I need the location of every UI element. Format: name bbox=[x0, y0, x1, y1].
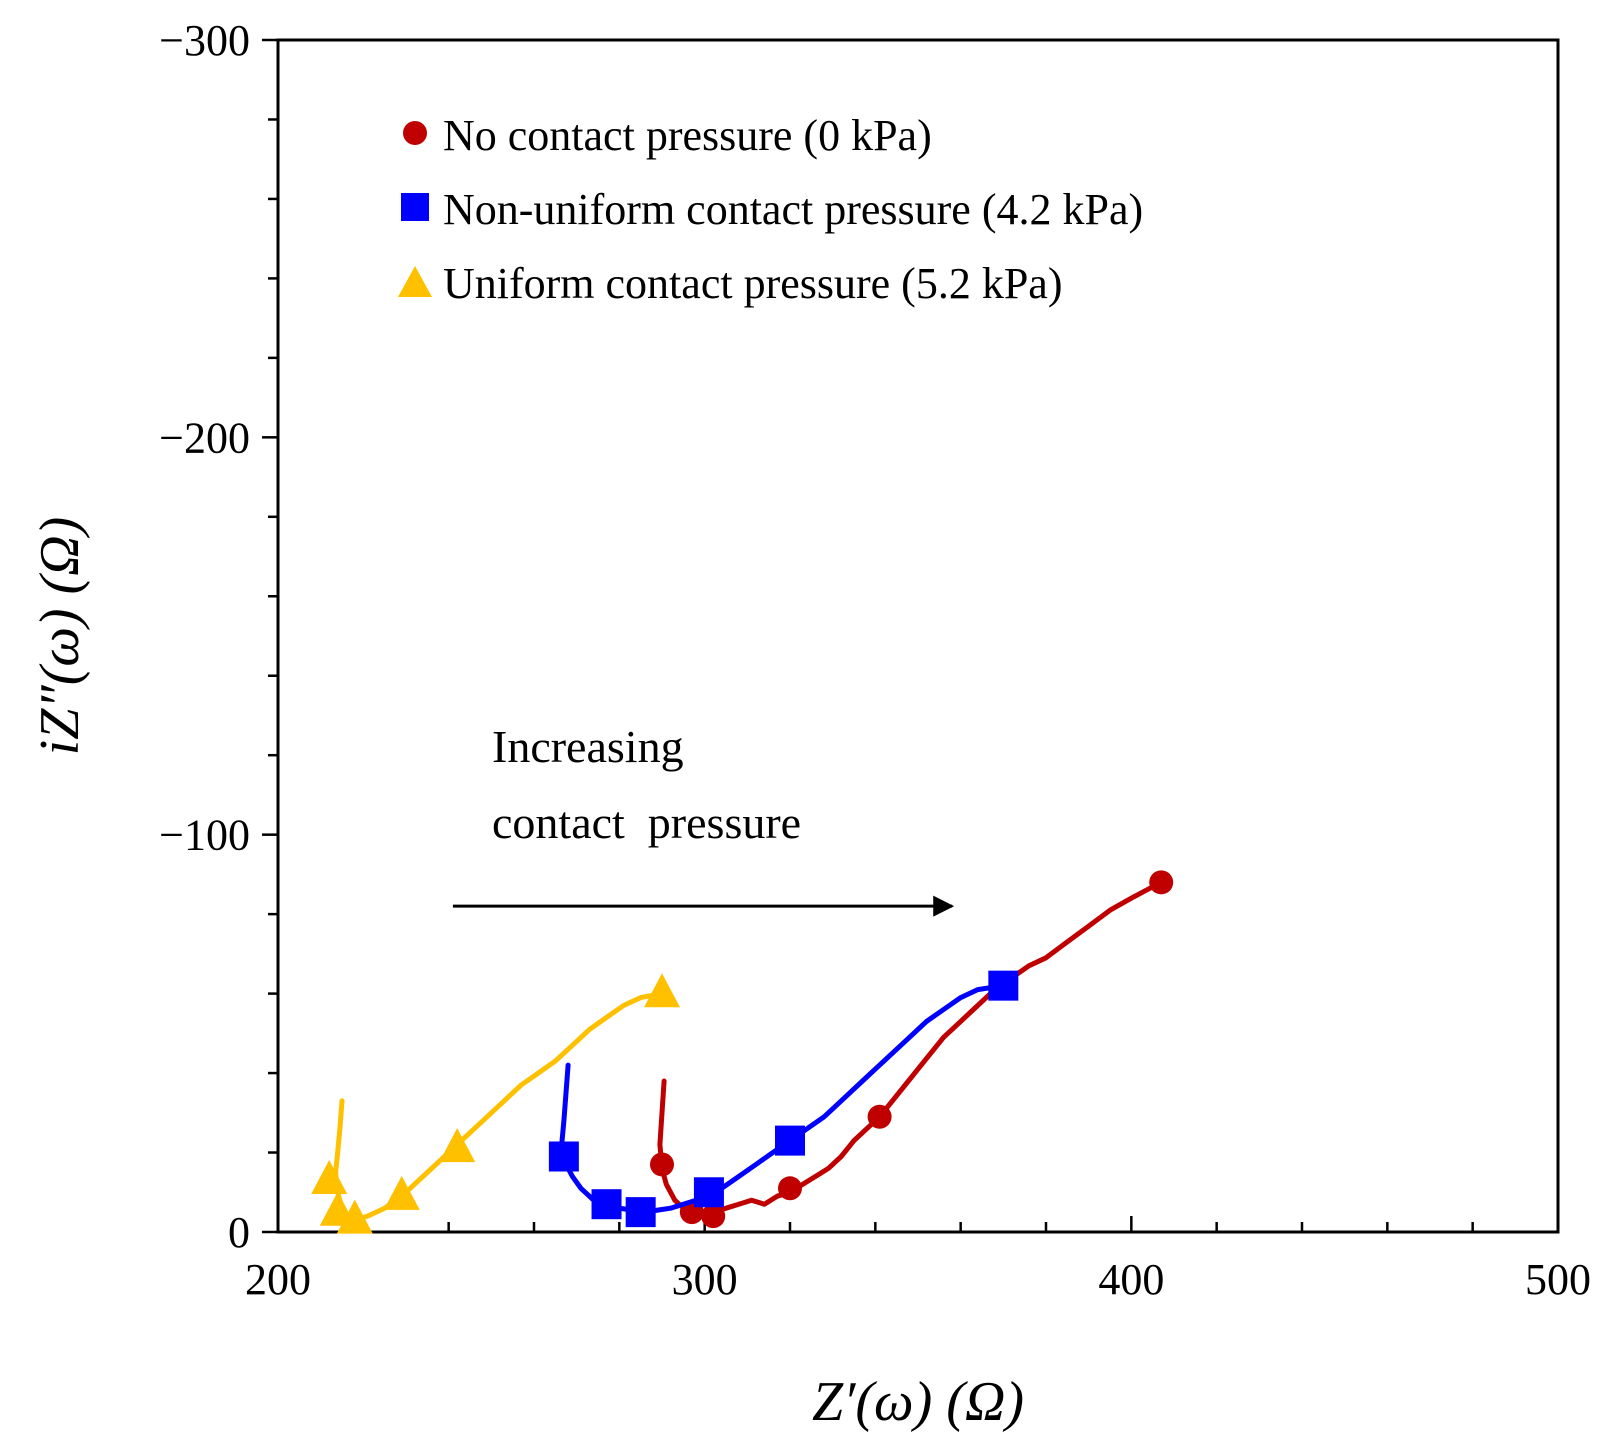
point-no-pressure bbox=[701, 1204, 726, 1229]
point-no-pressure bbox=[1149, 870, 1174, 895]
point-no-pressure bbox=[867, 1104, 892, 1129]
series-line-non-uniform bbox=[559, 983, 1006, 1215]
legend-label-non-uniform: Non-uniform contact pressure (4.2 kPa) bbox=[443, 185, 1143, 234]
y-tick-label: 0 bbox=[228, 1208, 250, 1257]
point-non-uniform bbox=[591, 1189, 622, 1220]
series-line-uniform bbox=[333, 991, 665, 1223]
y-axis-title: iZ″(ω) (Ω) bbox=[29, 517, 91, 756]
plot-frame bbox=[276, 38, 1560, 1234]
x-tick-label: 400 bbox=[1098, 1255, 1164, 1304]
annotation: Increasing contact pressure bbox=[452, 721, 955, 917]
point-no-pressure bbox=[650, 1152, 674, 1177]
annotation-line-1: Increasing bbox=[492, 721, 684, 772]
x-tick-label: 200 bbox=[245, 1255, 311, 1304]
point-uniform bbox=[311, 1159, 348, 1194]
legend-marker-uniform bbox=[398, 266, 432, 297]
x-tick-label: 300 bbox=[672, 1255, 738, 1304]
legend-label-no-pressure: No contact pressure (0 kPa) bbox=[443, 111, 932, 160]
point-non-uniform bbox=[775, 1125, 805, 1156]
point-non-uniform bbox=[988, 970, 1019, 1001]
point-non-uniform bbox=[693, 1177, 724, 1208]
series-layer bbox=[311, 870, 1174, 1234]
point-no-pressure bbox=[778, 1176, 802, 1201]
point-non-uniform bbox=[548, 1141, 579, 1172]
legend-label-uniform: Uniform contact pressure (5.2 kPa) bbox=[443, 259, 1062, 308]
point-uniform bbox=[439, 1128, 476, 1163]
point-non-uniform bbox=[625, 1197, 656, 1228]
x-axis-title: Z′(ω) (Ω) bbox=[812, 1371, 1024, 1433]
point-uniform bbox=[644, 973, 680, 1008]
y-tick-label: −300 bbox=[159, 16, 250, 65]
point-uniform bbox=[383, 1175, 420, 1210]
axis-ticks: 200 300 400 500 0 −100 −200 −300 bbox=[159, 16, 1591, 1304]
point-uniform bbox=[336, 1199, 373, 1234]
x-tick-label: 500 bbox=[1525, 1255, 1591, 1304]
legend: No contact pressure (0 kPa) Non-uniform … bbox=[398, 111, 1143, 308]
y-tick-label: −200 bbox=[159, 413, 250, 462]
legend-marker-no-pressure bbox=[403, 121, 427, 145]
legend-marker-non-uniform bbox=[401, 193, 429, 221]
annotation-line-2: contact pressure bbox=[492, 797, 801, 848]
y-tick-label: −100 bbox=[159, 811, 250, 860]
series-line-no-pressure bbox=[657, 879, 1164, 1219]
